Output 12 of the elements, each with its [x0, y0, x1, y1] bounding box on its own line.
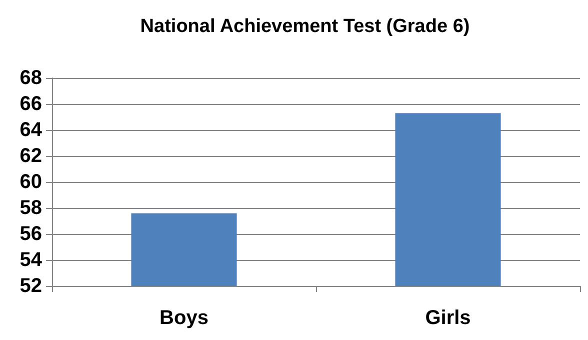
y-tick-label: 54 [20, 249, 43, 271]
y-tick-label: 66 [20, 93, 42, 115]
y-tick-label: 62 [20, 145, 42, 167]
y-tick-label: 58 [20, 197, 42, 219]
x-tick-label: Boys [160, 307, 208, 329]
y-tick-label: 64 [20, 119, 43, 141]
y-tick-label: 52 [20, 275, 42, 297]
y-tick-label: 56 [20, 223, 42, 245]
y-tick-label: 68 [20, 67, 42, 89]
chart-title: National Achievement Test (Grade 6) [140, 16, 470, 37]
x-tick-label: Girls [425, 307, 471, 329]
y-tick-label: 60 [20, 171, 42, 193]
